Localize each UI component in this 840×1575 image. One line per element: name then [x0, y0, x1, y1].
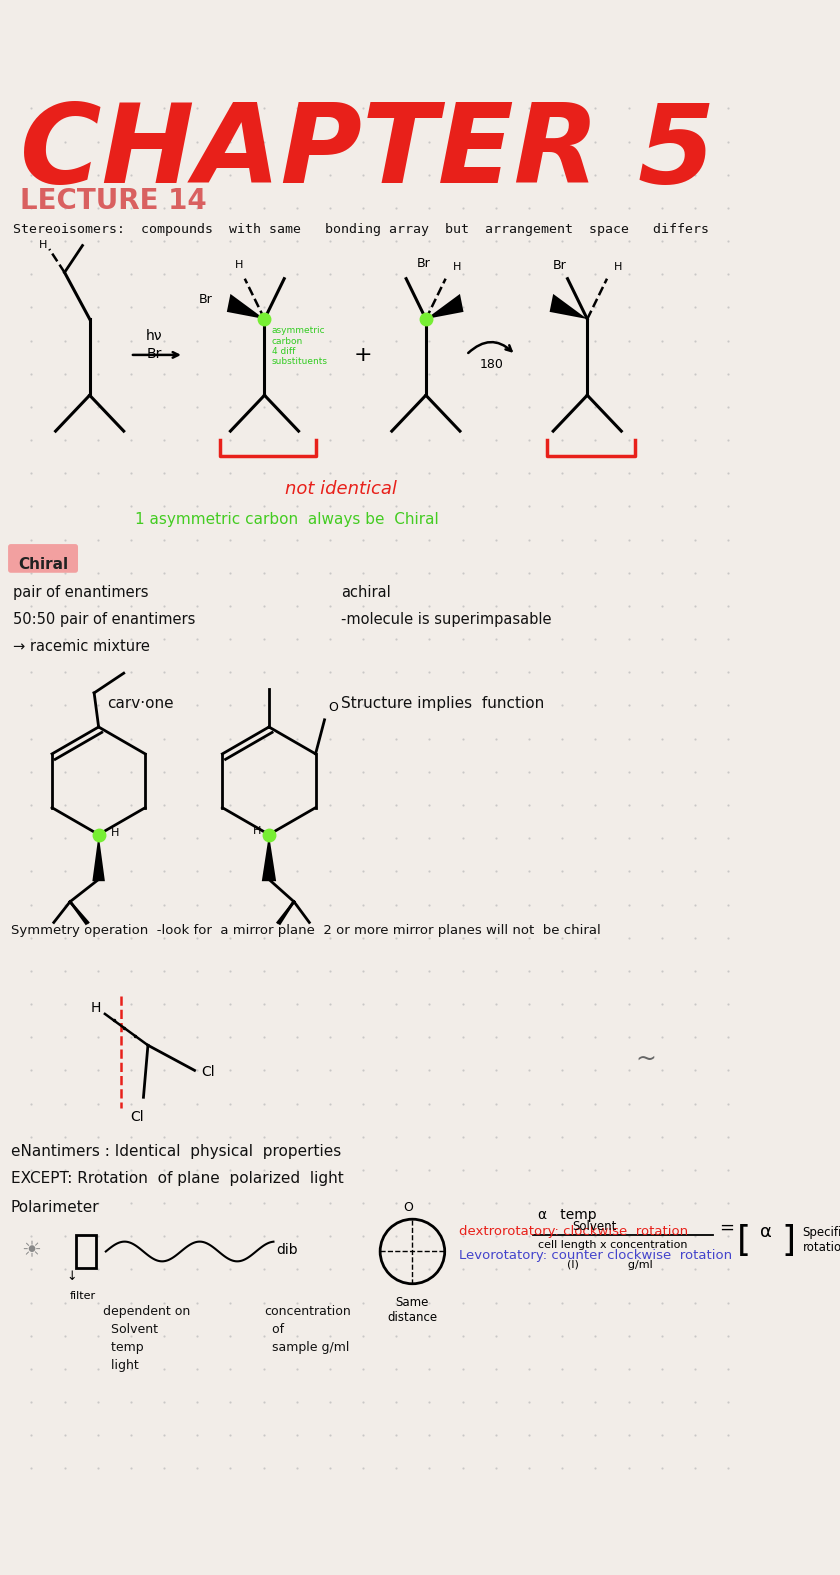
Text: α   temp: α temp: [538, 1208, 596, 1222]
Text: → racemic mixture: → racemic mixture: [13, 639, 150, 654]
Text: EXCEPT: Rrotation  of plane  polarized  light: EXCEPT: Rrotation of plane polarized lig…: [11, 1170, 344, 1186]
Text: LECTURE 14: LECTURE 14: [19, 187, 207, 216]
Text: H: H: [235, 260, 244, 269]
Text: Structure implies  function: Structure implies function: [341, 696, 544, 710]
Text: Chiral: Chiral: [18, 556, 68, 572]
Text: dib: dib: [276, 1243, 297, 1257]
Bar: [76, 1235, 96, 1268]
Text: Levorotatory: counter clockwise  rotation: Levorotatory: counter clockwise rotation: [459, 1249, 732, 1263]
Text: O: O: [328, 701, 338, 713]
Text: Br: Br: [554, 260, 567, 272]
Text: Same
distance: Same distance: [387, 1296, 438, 1325]
Text: pair of enantimers: pair of enantimers: [13, 586, 149, 600]
Text: 50:50 pair of enantimers: 50:50 pair of enantimers: [13, 613, 196, 627]
Text: H: H: [453, 263, 461, 272]
Text: concentration
  of
  sample g/ml: concentration of sample g/ml: [265, 1306, 351, 1354]
Text: ☀: ☀: [21, 1241, 41, 1262]
Text: dextrorotatory: clockwise  rotation: dextrorotatory: clockwise rotation: [459, 1225, 688, 1238]
Text: cell length x concentration: cell length x concentration: [538, 1240, 687, 1251]
Text: Br: Br: [146, 346, 162, 361]
Text: [: [: [737, 1224, 751, 1258]
Text: Symmetry operation  -look for  a mirror plane  2 or more mirror planes will not : Symmetry operation -look for a mirror pl…: [11, 925, 601, 937]
Text: Cl: Cl: [130, 1110, 144, 1125]
Text: -molecule is superimpasable: -molecule is superimpasable: [341, 613, 551, 627]
Polygon shape: [227, 295, 265, 320]
Text: Cl: Cl: [202, 1065, 215, 1079]
Text: Stereoisomers:  compounds  with same   bonding array  but  arrangement  space   : Stereoisomers: compounds with same bondi…: [13, 224, 710, 236]
Text: Specific
rotation: Specific rotation: [802, 1227, 840, 1254]
Text: ~: ~: [635, 1047, 656, 1071]
Text: H: H: [614, 263, 622, 272]
Text: Polarimeter: Polarimeter: [11, 1200, 99, 1216]
Text: +: +: [354, 345, 372, 365]
Text: achiral: achiral: [341, 586, 391, 600]
Text: filter: filter: [70, 1292, 96, 1301]
Text: Solvent: Solvent: [572, 1219, 617, 1233]
Text: carv·one: carv·one: [108, 696, 174, 710]
Text: (l)              g/ml: (l) g/ml: [567, 1260, 653, 1271]
Text: 180: 180: [480, 359, 503, 372]
Text: =: =: [719, 1219, 734, 1238]
Text: 1 asymmetric carbon  always be  Chiral: 1 asymmetric carbon always be Chiral: [135, 512, 438, 526]
Text: α: α: [760, 1222, 772, 1241]
Text: H: H: [91, 1000, 101, 1014]
Polygon shape: [549, 295, 587, 320]
Text: ]: ]: [782, 1224, 796, 1258]
FancyBboxPatch shape: [8, 543, 78, 573]
Text: asymmetric
carbon
4 diff
substituents: asymmetric carbon 4 diff substituents: [271, 326, 328, 367]
Text: hν: hν: [146, 329, 162, 343]
Polygon shape: [92, 835, 105, 880]
Text: H: H: [253, 825, 261, 836]
Text: dependent on
  Solvent
  temp
  light: dependent on Solvent temp light: [103, 1306, 191, 1372]
Polygon shape: [426, 295, 464, 320]
Text: ↓: ↓: [66, 1269, 77, 1284]
Text: Br: Br: [199, 293, 213, 306]
Text: H: H: [39, 239, 47, 249]
Polygon shape: [262, 835, 276, 880]
Text: CHAPTER 5: CHAPTER 5: [19, 99, 715, 206]
Text: Br: Br: [417, 257, 431, 269]
Text: O: O: [403, 1200, 413, 1214]
Text: eNantimers : Identical  physical  properties: eNantimers : Identical physical properti…: [11, 1143, 341, 1159]
Text: H: H: [111, 828, 119, 838]
Text: not identical: not identical: [285, 480, 396, 498]
